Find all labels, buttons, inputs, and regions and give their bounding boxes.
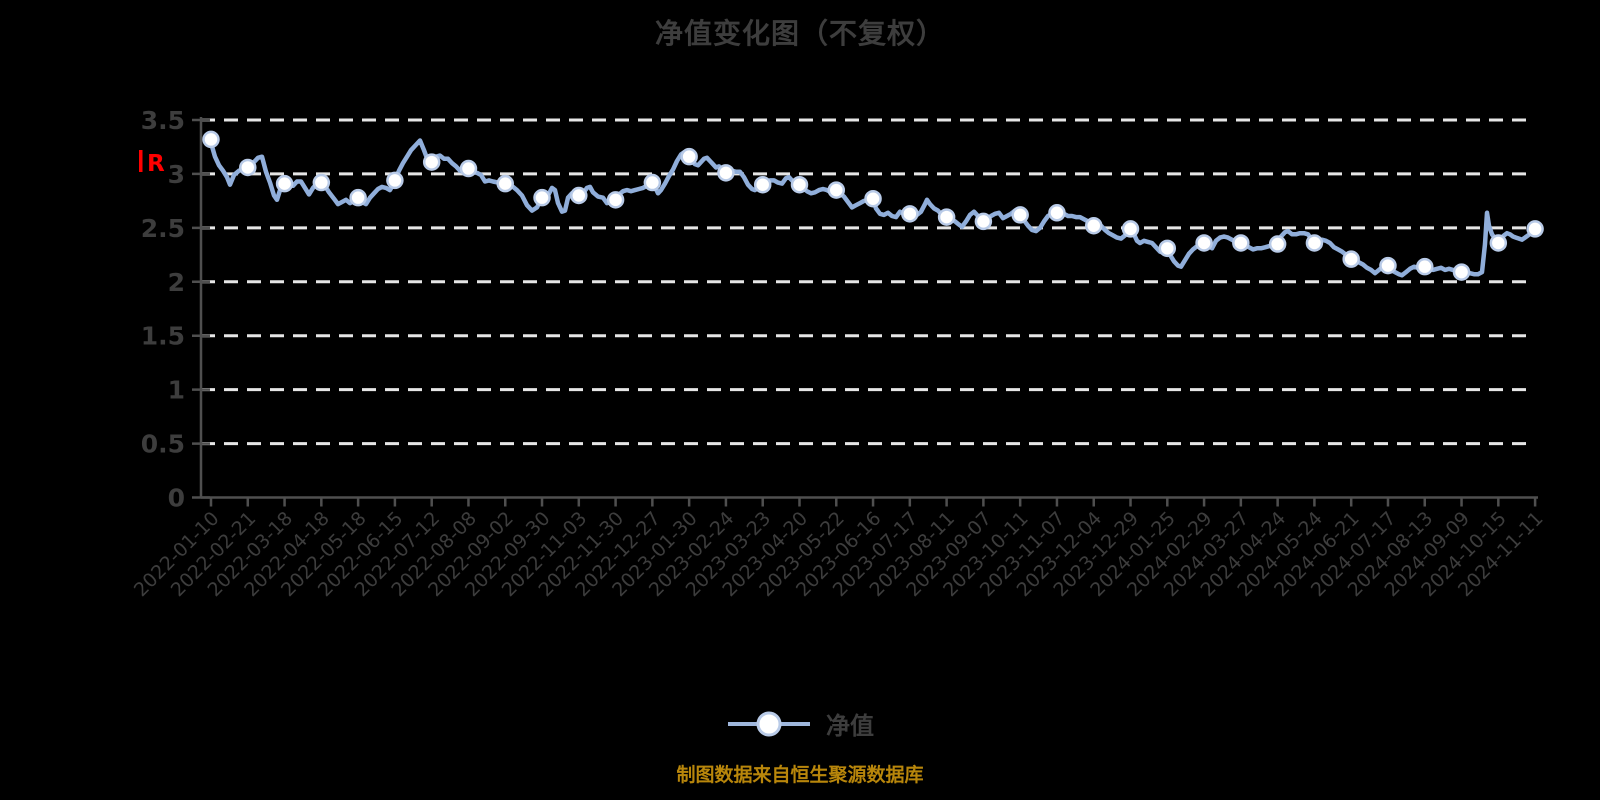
data-point-marker <box>1305 234 1324 252</box>
y-tick-label: 0.5 <box>141 430 185 459</box>
data-point-marker <box>717 164 735 182</box>
data-point-marker <box>386 171 404 190</box>
data-point-marker <box>606 191 625 209</box>
data-point-marker <box>312 173 331 192</box>
y-tick-label: 1.5 <box>141 322 185 351</box>
data-point-marker <box>901 205 919 223</box>
chart-title: 净值变化图（不复权） <box>654 17 945 50</box>
data-point-marker <box>1158 239 1177 258</box>
legend-label: 净值 <box>826 712 874 740</box>
y-tick-label: 0 <box>168 484 185 513</box>
data-point-marker <box>643 173 662 192</box>
data-point-marker <box>1011 206 1029 224</box>
y-tick-label: 2.5 <box>141 214 185 243</box>
chart-legend: 净值 <box>0 706 1600 741</box>
y-tick-label: 2 <box>168 268 185 297</box>
data-point-marker <box>1232 234 1250 252</box>
data-point-marker <box>1379 256 1397 275</box>
data-point-marker <box>680 147 698 166</box>
event-flag-bar <box>139 150 143 172</box>
y-tick-label: 1 <box>168 376 185 405</box>
y-tick-label: 3.5 <box>141 106 185 135</box>
data-point-marker <box>422 153 441 171</box>
data-point-marker <box>1342 250 1360 268</box>
data-point-marker <box>790 175 809 194</box>
data-point-marker <box>239 158 257 177</box>
data-point-marker <box>275 174 294 193</box>
event-flag-label: R <box>147 151 165 177</box>
data-point-marker <box>753 175 772 194</box>
data-point-marker <box>459 159 478 178</box>
data-point-marker <box>349 188 367 207</box>
y-tick-label: 3 <box>168 160 185 189</box>
data-point-marker <box>1195 234 1213 252</box>
netvalue-line-chart: 00.511.522.533.52022-01-102022-02-212022… <box>130 106 1548 601</box>
legend-marker-icon <box>728 711 810 736</box>
data-point-marker <box>1452 263 1471 281</box>
data-point-marker <box>974 212 993 231</box>
data-point-marker <box>827 181 846 199</box>
data-point-marker <box>1084 216 1103 235</box>
data-point-marker <box>937 208 956 226</box>
data-point-marker <box>864 189 882 208</box>
data-point-marker <box>1489 234 1508 252</box>
data-point-marker <box>1121 220 1140 238</box>
data-point-marker <box>1048 204 1066 222</box>
data-point-marker <box>496 174 514 193</box>
data-point-marker <box>1268 235 1287 253</box>
data-point-marker <box>533 188 551 207</box>
data-point-marker <box>570 186 588 205</box>
data-point-marker <box>1416 257 1434 276</box>
source-note: 制图数据来自恒生聚源数据库 <box>676 764 924 786</box>
data-point-marker <box>1526 220 1544 238</box>
data-point-marker <box>202 130 220 149</box>
